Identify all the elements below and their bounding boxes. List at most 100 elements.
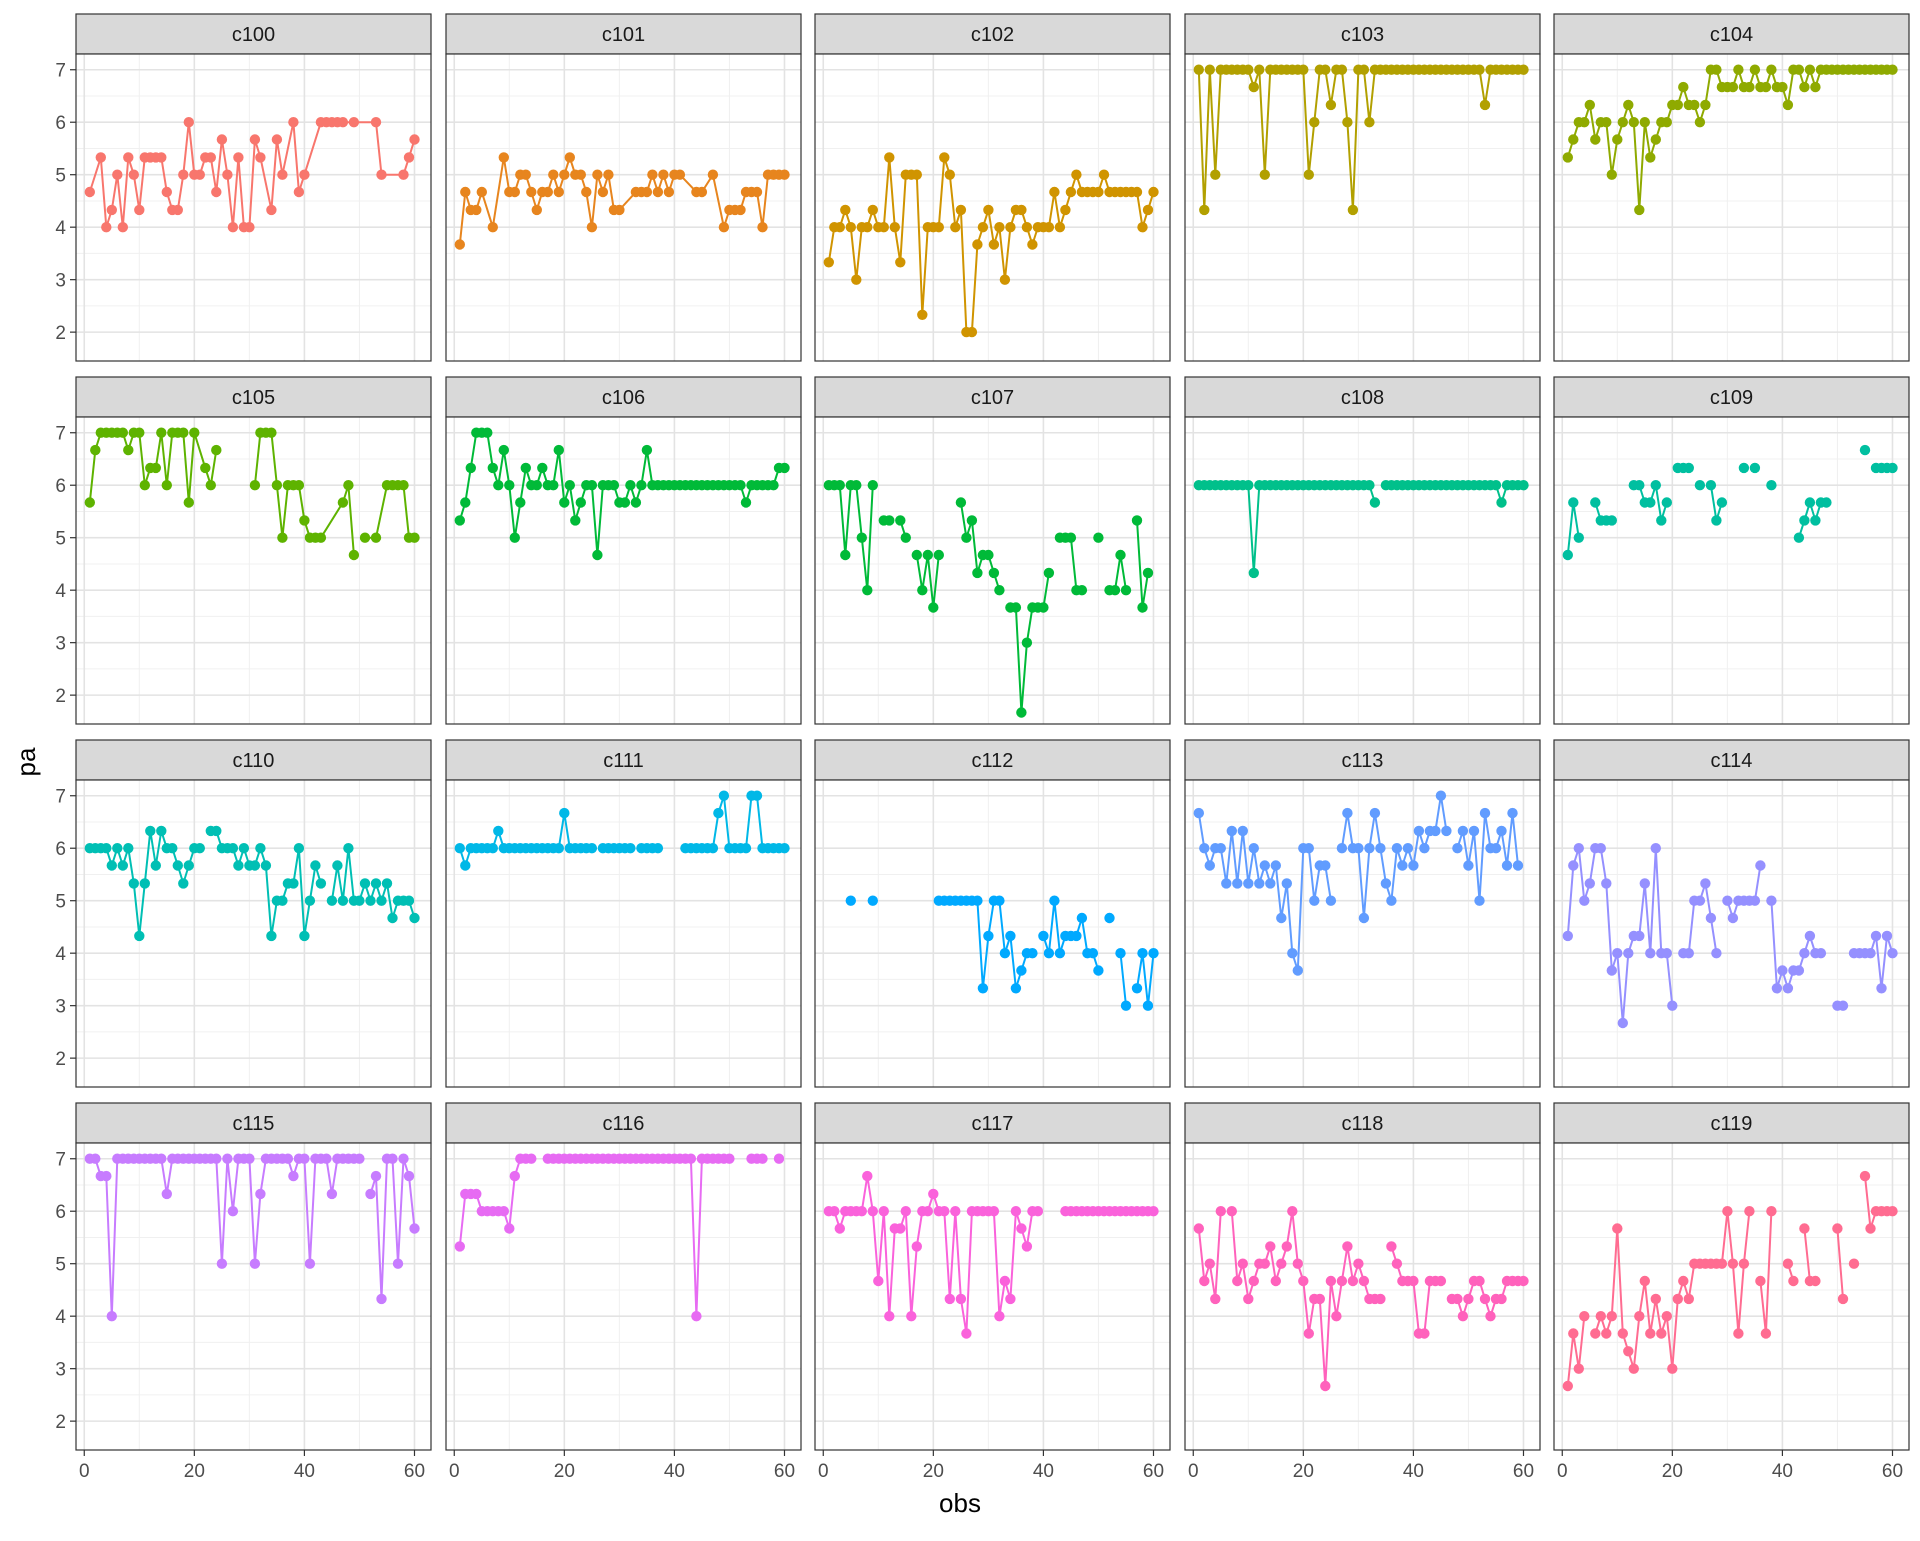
data-point <box>1038 602 1049 613</box>
data-point <box>1199 1275 1210 1287</box>
panel-c104: c104 <box>1553 13 1910 362</box>
data-point <box>1793 532 1805 543</box>
data-point <box>1490 843 1502 854</box>
y-tick-label: 5 <box>55 166 66 187</box>
strip-bg <box>814 739 1171 781</box>
data-point <box>553 186 564 198</box>
data-point <box>1281 878 1293 889</box>
data-point <box>156 427 167 438</box>
data-point <box>1804 930 1816 942</box>
strip-label: c117 <box>972 1113 1014 1135</box>
data-point <box>994 895 1005 906</box>
data-point <box>315 532 327 543</box>
data-point <box>1038 930 1049 942</box>
data-point <box>1243 1293 1254 1305</box>
data-point <box>1601 1328 1612 1339</box>
data-point <box>1760 81 1772 93</box>
data-point <box>156 825 167 837</box>
strip-label: c116 <box>603 1113 645 1135</box>
data-point <box>950 1206 961 1217</box>
data-point <box>1468 825 1480 837</box>
data-point <box>1298 1275 1309 1287</box>
data-point <box>1254 878 1265 889</box>
data-point <box>1237 1258 1249 1269</box>
data-point <box>917 585 928 596</box>
y-tick-label: 3 <box>55 1360 66 1381</box>
data-point <box>630 497 642 508</box>
panel-c114: c114 <box>1553 739 1910 1088</box>
data-point <box>1005 930 1016 942</box>
data-point <box>834 222 845 233</box>
data-point <box>84 186 96 198</box>
panel-border <box>1553 1142 1910 1451</box>
data-point <box>509 1170 520 1182</box>
y-tick-label: 5 <box>55 1255 66 1276</box>
data-point <box>1810 1275 1821 1287</box>
data-point <box>878 1206 889 1217</box>
data-point <box>1408 1275 1419 1287</box>
data-point <box>1727 81 1739 93</box>
data-point <box>559 807 570 819</box>
x-tick-label: 20 <box>1293 1461 1314 1482</box>
panel-c105: c105 2 3 4 5 6 7 <box>55 376 432 725</box>
y-tick-label: 2 <box>55 323 66 344</box>
data-point <box>1215 1206 1227 1217</box>
data-point <box>310 860 321 871</box>
data-point <box>1364 480 1375 491</box>
data-point <box>211 825 222 837</box>
strip-bg <box>445 13 802 55</box>
panel-c106: c106 <box>445 376 802 725</box>
strip-label: c104 <box>1710 24 1753 46</box>
data-point <box>1232 1275 1243 1287</box>
data-point <box>597 186 609 198</box>
data-point <box>906 1311 917 1322</box>
data-point <box>1287 948 1298 959</box>
y-axis-title: pa <box>0 742 56 782</box>
data-point <box>751 790 763 801</box>
data-point <box>1573 1363 1585 1374</box>
panel-c110: c110 2 3 4 5 6 7 <box>55 739 432 1088</box>
data-point <box>983 930 994 942</box>
data-point <box>1760 1328 1772 1339</box>
data-point <box>911 169 922 180</box>
data-point <box>288 117 299 128</box>
data-point <box>603 169 614 180</box>
data-point <box>895 257 906 268</box>
data-point <box>735 204 746 216</box>
data-point <box>504 480 515 491</box>
data-point <box>315 878 327 889</box>
panel-border <box>75 1142 432 1451</box>
panel-border <box>445 1142 802 1451</box>
data-point <box>288 878 299 889</box>
data-point <box>1678 1275 1689 1287</box>
x-tick-label: 0 <box>1188 1461 1199 1482</box>
y-tick-label: 6 <box>55 113 66 134</box>
strip-label: c106 <box>602 387 645 409</box>
data-point <box>1727 1258 1739 1269</box>
data-point <box>735 480 746 491</box>
data-point <box>326 895 338 906</box>
data-point <box>1248 1275 1260 1287</box>
x-tick-label: 60 <box>1882 1461 1903 1482</box>
data-point <box>1733 64 1744 75</box>
strip-label: c111 <box>603 750 643 772</box>
x-tick-label: 60 <box>404 1461 425 1482</box>
data-point <box>592 549 603 561</box>
data-point <box>636 480 647 491</box>
data-point <box>244 222 255 233</box>
strip-label: c118 <box>1342 1113 1384 1135</box>
data-point <box>183 117 194 128</box>
data-point <box>387 1153 398 1164</box>
data-point <box>1452 1293 1463 1305</box>
panel-bg <box>446 780 801 1087</box>
y-tick-label: 4 <box>55 218 66 239</box>
data-point <box>526 186 537 198</box>
data-point <box>1325 895 1337 906</box>
data-point <box>1705 480 1717 491</box>
data-point <box>707 843 719 854</box>
data-point <box>1148 1206 1159 1217</box>
strip-label: c113 <box>1342 750 1384 772</box>
data-point <box>1628 1363 1640 1374</box>
data-point <box>999 274 1011 285</box>
